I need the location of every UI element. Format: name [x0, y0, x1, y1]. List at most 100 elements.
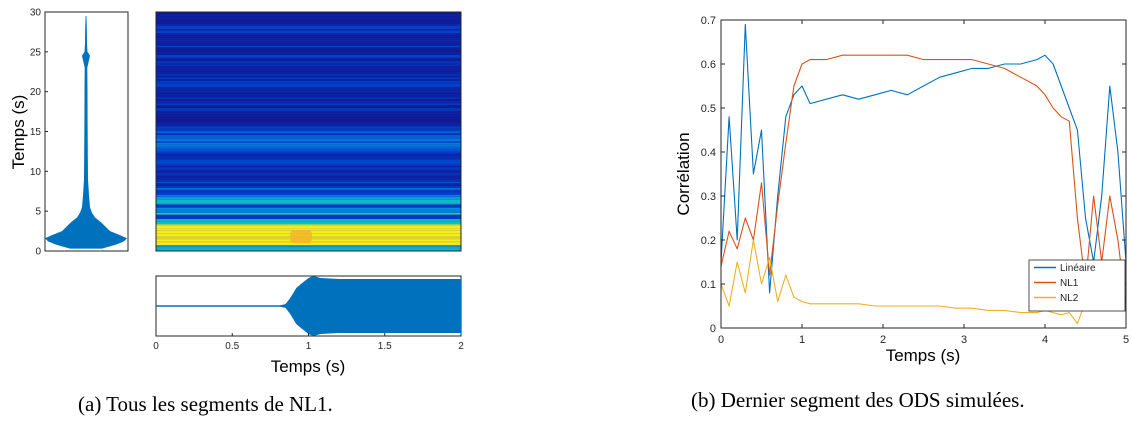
heatmap-band — [156, 166, 461, 168]
heatmap-band — [156, 122, 461, 126]
heatmap-band — [156, 39, 461, 42]
heatmap-band — [156, 209, 461, 213]
heatmap-band — [156, 172, 461, 176]
series-line-nl2 — [721, 239, 1126, 325]
x-tick-label: 3 — [961, 334, 967, 346]
signal-x-tick-label: 2 — [458, 341, 464, 352]
heatmap-band — [156, 104, 461, 108]
heatmap-band — [156, 33, 461, 34]
signal-x-tick-label: 1 — [306, 341, 312, 352]
envelope-y-tick-label: 0 — [35, 247, 41, 258]
heatmap-band — [156, 154, 461, 156]
heatmap-band — [156, 221, 461, 225]
heatmap-band — [156, 16, 461, 20]
y-tick-label: 0.2 — [701, 235, 716, 247]
heatmap-band — [156, 35, 461, 38]
heatmap-band — [156, 228, 461, 231]
heatmap-band — [156, 150, 461, 153]
heatmap-band — [156, 96, 461, 100]
heatmap-band — [156, 175, 461, 177]
heatmap-band — [156, 187, 461, 190]
envelope-y-tick-label: 15 — [30, 127, 42, 138]
heatmap-band — [156, 41, 461, 44]
envelope-shape — [45, 16, 127, 249]
heatmap-band — [156, 138, 461, 142]
heatmap-band — [156, 114, 461, 118]
heatmap-band — [156, 214, 461, 217]
heatmap-band — [156, 245, 461, 247]
x-tick-label: 1 — [799, 334, 805, 346]
correlation-plot: 0 1 2 3 4 5 0 0.1 0.2 0.3 0.4 0.5 0.6 0.7 Temps (s) C… — [674, 15, 1129, 365]
heatmap-band — [156, 71, 461, 75]
heatmap-band — [156, 102, 461, 104]
heatmap-band — [156, 247, 461, 249]
legend-label-nl1: NL1 — [1060, 278, 1079, 289]
heatmap-band — [156, 19, 461, 23]
heatmap-band — [156, 152, 461, 155]
heatmap-band — [156, 176, 461, 180]
heatmap-band — [156, 99, 461, 101]
heatmap-band — [156, 212, 461, 215]
heatmap-band — [156, 219, 461, 222]
heatmap-band — [156, 196, 461, 200]
heatmap-band — [156, 249, 461, 251]
heatmap-band — [156, 167, 461, 169]
heatmap-band — [156, 130, 461, 133]
heatmap-band — [156, 48, 461, 52]
heatmap-band — [156, 91, 461, 93]
signal-x-axis-label: Temps (s) — [271, 357, 346, 376]
heatmap-band — [156, 14, 461, 17]
heatmap-band — [156, 86, 461, 89]
series-line-nl1 — [721, 54, 1126, 307]
heatmap-band — [156, 156, 461, 160]
heatmap-band — [156, 37, 461, 40]
caption-b: (b) Dernier segment des ODS simulées. — [691, 388, 1025, 412]
heatmap-band — [156, 179, 461, 182]
heatmap-band — [156, 117, 461, 120]
heatmap-band — [156, 119, 461, 123]
signal-burst — [278, 276, 461, 336]
heatmap-band — [156, 22, 461, 24]
heatmap-band — [156, 142, 461, 145]
heatmap-band — [156, 126, 461, 129]
heatmap-band — [156, 74, 461, 76]
heatmap-band — [156, 47, 461, 49]
heatmap-band — [156, 64, 461, 67]
heatmap-band — [156, 246, 461, 248]
x-tick-label: 5 — [1123, 334, 1129, 346]
heatmap-band — [156, 191, 461, 193]
y-tick-label: 0 — [710, 323, 716, 335]
heatmap-band — [156, 112, 461, 115]
heatmap-band — [156, 12, 461, 15]
heatmap-band — [156, 205, 461, 208]
heatmap-band — [156, 155, 461, 157]
signal-x-tick-label: 0 — [153, 341, 159, 352]
envelope-y-tick-label: 30 — [30, 8, 42, 19]
legend: Linéaire NL1 NL2 — [1028, 259, 1126, 312]
heatmap-band — [156, 100, 461, 103]
series-line-linéaire — [721, 23, 1126, 294]
heatmap-band — [156, 111, 461, 113]
signal-plot: 0 0.5 1 1.5 2 Temps (s) — [153, 275, 464, 376]
heatmap-band — [156, 23, 461, 26]
heatmap-band — [156, 159, 461, 163]
heatmap-band — [156, 199, 461, 203]
heatmap-band — [156, 185, 461, 188]
heatmap-band — [156, 88, 461, 91]
heatmap-band — [156, 225, 461, 229]
heatmap-band — [156, 207, 461, 210]
heatmap-band — [156, 196, 461, 197]
heatmap-band — [156, 202, 461, 205]
legend-label-nl2: NL2 — [1060, 293, 1079, 304]
heatmap-band — [156, 66, 461, 70]
y-tick-label: 0.5 — [701, 103, 716, 115]
heatmap-band — [156, 125, 461, 127]
y-tick-label: 0.6 — [701, 59, 716, 71]
heatmap-band — [156, 57, 461, 59]
heatmap-band — [156, 163, 461, 167]
heatmap-band — [156, 146, 461, 148]
envelope-y-tick-label: 5 — [35, 207, 41, 218]
heatmap-band — [156, 192, 461, 195]
heatmap-band — [156, 242, 461, 246]
heatmap-band — [156, 54, 461, 58]
